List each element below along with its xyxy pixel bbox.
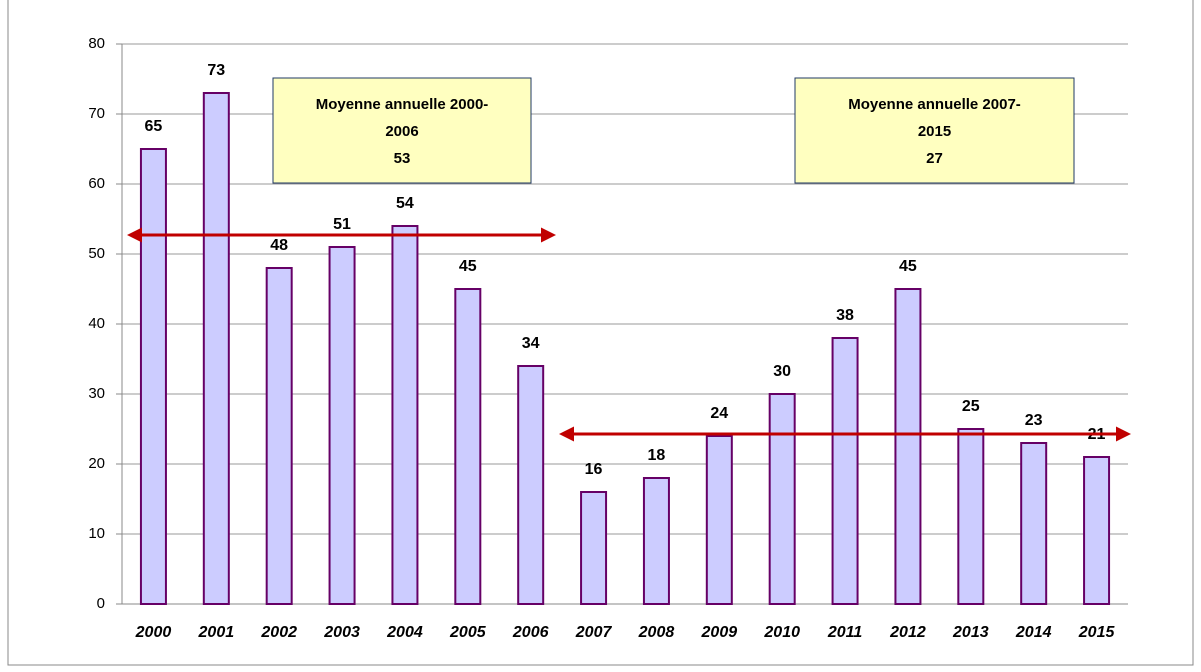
value-label: 65 xyxy=(145,118,163,135)
annotation-text: 53 xyxy=(394,150,411,167)
bar xyxy=(642,477,670,605)
frame xyxy=(7,0,1194,666)
x-tick-label: 2011 xyxy=(827,624,863,641)
value-label: 30 xyxy=(773,363,791,380)
y-tick-label: 10 xyxy=(88,525,105,542)
annotation-box xyxy=(794,77,1075,184)
bars: 2000 65 2001 73 2002 48 2003 51 2004 54 2005 45 2006… xyxy=(135,62,1116,641)
y-tick-label: 30 xyxy=(88,385,105,402)
x-tick-label: 2001 xyxy=(198,624,235,641)
bar xyxy=(517,365,545,605)
value-label: 38 xyxy=(836,307,854,324)
y-tick-label: 0 xyxy=(97,595,105,612)
x-tick-label: 2002 xyxy=(260,624,297,641)
bar xyxy=(831,337,859,605)
x-tick-label: 2008 xyxy=(638,624,675,641)
y-tick-label: 40 xyxy=(88,315,105,332)
x-tick-label: 2007 xyxy=(575,624,613,641)
bar xyxy=(139,148,167,605)
value-label: 24 xyxy=(710,405,728,422)
bar xyxy=(705,435,733,605)
bar xyxy=(580,491,608,605)
bar xyxy=(202,92,230,605)
value-label: 16 xyxy=(585,461,603,478)
value-label: 25 xyxy=(962,398,980,415)
y-tick-label: 50 xyxy=(88,245,105,262)
x-tick-label: 2004 xyxy=(386,624,423,641)
x-tick-label: 2010 xyxy=(763,624,800,641)
x-tick-label: 2006 xyxy=(512,624,549,641)
bar xyxy=(391,225,419,605)
annotation-text: 2006 xyxy=(385,123,418,140)
bar xyxy=(1083,456,1111,605)
y-tick-label: 20 xyxy=(88,455,105,472)
bar xyxy=(768,393,796,605)
annotation-text: 27 xyxy=(926,150,943,167)
bar xyxy=(1020,442,1048,605)
x-tick-label: 2000 xyxy=(135,624,172,641)
value-label: 48 xyxy=(270,237,288,254)
y-tick-label: 70 xyxy=(88,105,105,122)
x-tick-label: 2013 xyxy=(952,624,989,641)
bar xyxy=(957,428,985,605)
value-label: 73 xyxy=(207,62,225,79)
value-label: 18 xyxy=(648,447,666,464)
annotation-text: Moyenne annuelle 2007- xyxy=(848,96,1021,113)
y-tick-label: 60 xyxy=(88,175,105,192)
annotation-text: Moyenne annuelle 2000- xyxy=(316,96,489,113)
value-label: 51 xyxy=(333,216,351,233)
value-label: 34 xyxy=(522,335,540,352)
bar xyxy=(454,288,482,605)
x-tick-label: 2015 xyxy=(1078,624,1116,641)
value-label: 54 xyxy=(396,195,414,212)
y-tick-label: 80 xyxy=(88,35,105,52)
bar xyxy=(894,288,922,605)
x-tick-label: 2012 xyxy=(889,624,926,641)
bar xyxy=(265,267,293,605)
annotation-text: 2015 xyxy=(918,123,951,140)
x-tick-label: 2005 xyxy=(449,624,487,641)
value-label: 45 xyxy=(899,258,917,275)
annotations: Moyenne annuelle 2000- 2006 53 Moyenne annu… xyxy=(272,77,1075,184)
bar xyxy=(328,246,356,605)
value-label: 23 xyxy=(1025,412,1043,429)
x-tick-label: 2003 xyxy=(323,624,360,641)
x-tick-label: 2014 xyxy=(1015,624,1052,641)
value-label: 45 xyxy=(459,258,477,275)
x-tick-label: 2009 xyxy=(701,624,738,641)
annotation-box xyxy=(272,77,532,184)
